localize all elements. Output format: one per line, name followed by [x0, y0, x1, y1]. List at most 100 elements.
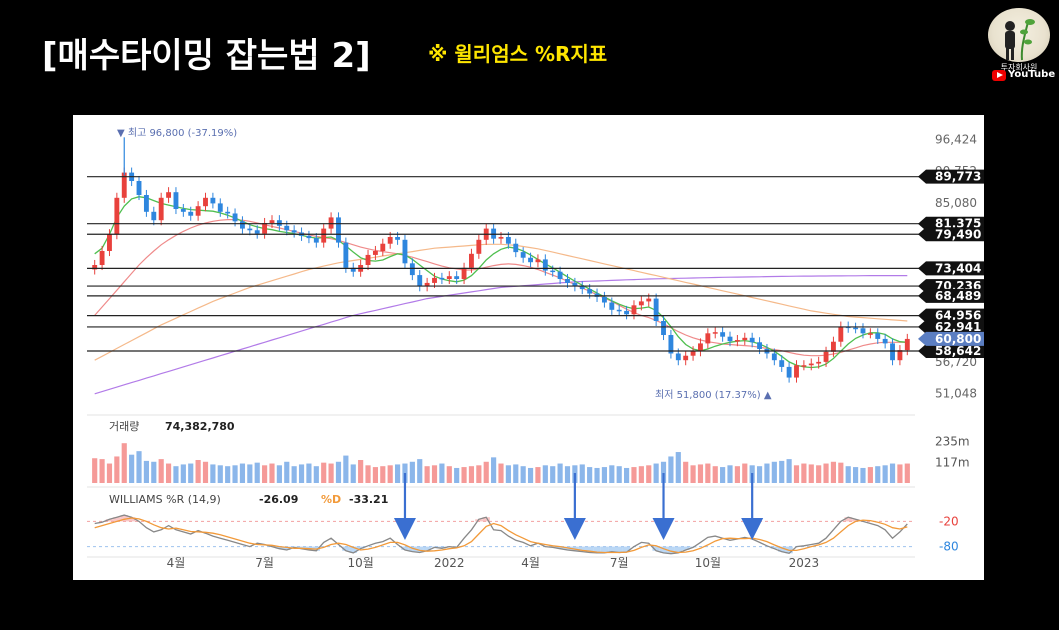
- candle-body: [158, 197, 164, 221]
- candle-body: [99, 251, 105, 265]
- level-tag: [918, 344, 984, 359]
- x-tick-label: 2022: [434, 556, 465, 570]
- volume-bar: [335, 461, 342, 483]
- level-label: 89,773: [935, 170, 981, 184]
- price-tick-label: 96,424: [935, 132, 977, 146]
- overbought-shade: [844, 517, 852, 522]
- sma-green-line: [94, 196, 908, 369]
- volume-bar: [136, 451, 142, 483]
- level-tag: [918, 216, 984, 231]
- volume-bar: [505, 465, 511, 483]
- candle-body: [535, 259, 541, 263]
- volume-bar: [527, 467, 534, 483]
- level-label: 64,956: [935, 309, 981, 323]
- volume-bar: [99, 459, 105, 483]
- volume-bar: [771, 461, 777, 483]
- volume-bar: [365, 465, 371, 483]
- candle-body: [550, 270, 556, 273]
- level-label: 68,489: [935, 289, 981, 303]
- channel-name: 투자회사원: [1000, 63, 1038, 72]
- volume-bar: [114, 456, 120, 483]
- candle-body: [114, 197, 120, 235]
- percent-d-value: -33.21: [349, 493, 388, 506]
- channel-logo[interactable]: 투자회사원 YouTube: [988, 8, 1055, 81]
- volume-bar: [454, 467, 460, 483]
- level-label: 62,941: [935, 320, 981, 334]
- volume-bar: [254, 462, 260, 483]
- volume-bar: [143, 460, 149, 483]
- candle-body: [446, 276, 452, 279]
- overbought-shade: [113, 517, 121, 522]
- candle-body: [675, 353, 681, 361]
- volume-bar: [535, 467, 541, 483]
- volume-bar: [129, 454, 135, 483]
- candle-body: [240, 221, 245, 229]
- candle-body: [262, 223, 268, 234]
- oversold-shade: [349, 546, 357, 553]
- volume-bar: [550, 466, 556, 483]
- volume-bar: [232, 465, 238, 483]
- candle-body: [749, 337, 755, 343]
- candle-body: [409, 263, 415, 276]
- candle-body: [897, 350, 903, 361]
- level-tag: [918, 319, 984, 334]
- candle-body: [195, 206, 201, 216]
- oversold-shade: [416, 546, 424, 553]
- level-label: 58,642: [935, 344, 981, 358]
- volume-bar: [779, 460, 785, 483]
- volume-bar: [217, 465, 223, 483]
- oversold-shade: [770, 546, 779, 549]
- volume-bar: [579, 464, 585, 483]
- volume-bar: [195, 460, 201, 483]
- candle-body: [350, 267, 356, 272]
- candle-body: [232, 213, 238, 222]
- candle-body: [616, 309, 622, 312]
- volume-bar: [764, 463, 770, 483]
- plant-illustration-icon: [1005, 19, 1035, 61]
- candle-body: [402, 239, 408, 264]
- volume-bar: [158, 459, 164, 483]
- price-tick-label: 51,048: [935, 387, 977, 401]
- volume-bar: [653, 463, 659, 483]
- candle-body: [173, 192, 179, 209]
- volume-bar: [801, 463, 807, 483]
- volume-bar: [431, 465, 438, 483]
- buy-signal-arrow-head: [393, 518, 416, 540]
- volume-bar: [284, 461, 290, 483]
- volume-bar: [631, 467, 637, 483]
- candle-body: [166, 192, 172, 198]
- candle-body: [372, 251, 378, 255]
- level-tag: [918, 308, 984, 323]
- volume-bar: [660, 461, 667, 483]
- volume-bar: [313, 466, 319, 483]
- level-label: 81,375: [935, 217, 981, 231]
- volume-bar: [262, 465, 268, 483]
- volume-bar: [690, 465, 696, 483]
- buy-signal-arrow-head: [741, 518, 764, 540]
- candle-body: [476, 239, 482, 254]
- candle-body: [786, 366, 792, 378]
- candle-body: [387, 237, 393, 244]
- overbought-shade: [851, 519, 860, 522]
- volume-bar: [417, 459, 423, 483]
- volume-bar: [697, 464, 704, 483]
- page-title: [매수타이밍 잡는법 2]: [42, 36, 371, 76]
- volume-bar: [328, 463, 334, 483]
- candle-body: [136, 181, 142, 195]
- candle-body: [572, 282, 578, 287]
- oversold-shade: [556, 546, 564, 549]
- candle-body: [395, 237, 401, 240]
- candle-body: [557, 271, 563, 279]
- volume-bar: [823, 463, 829, 483]
- volume-bar: [358, 460, 364, 483]
- candle-body: [210, 197, 216, 204]
- buy-signal-arrow-head: [652, 518, 675, 540]
- candle-body: [92, 265, 98, 270]
- candle-body: [461, 267, 467, 279]
- volume-bar: [720, 467, 726, 483]
- candle-body: [794, 365, 799, 378]
- x-tick-label: 7월: [255, 556, 274, 570]
- volume-bar: [712, 466, 718, 483]
- williams-label: WILLIAMS %R (14,9): [109, 493, 221, 506]
- candle-body: [254, 230, 260, 234]
